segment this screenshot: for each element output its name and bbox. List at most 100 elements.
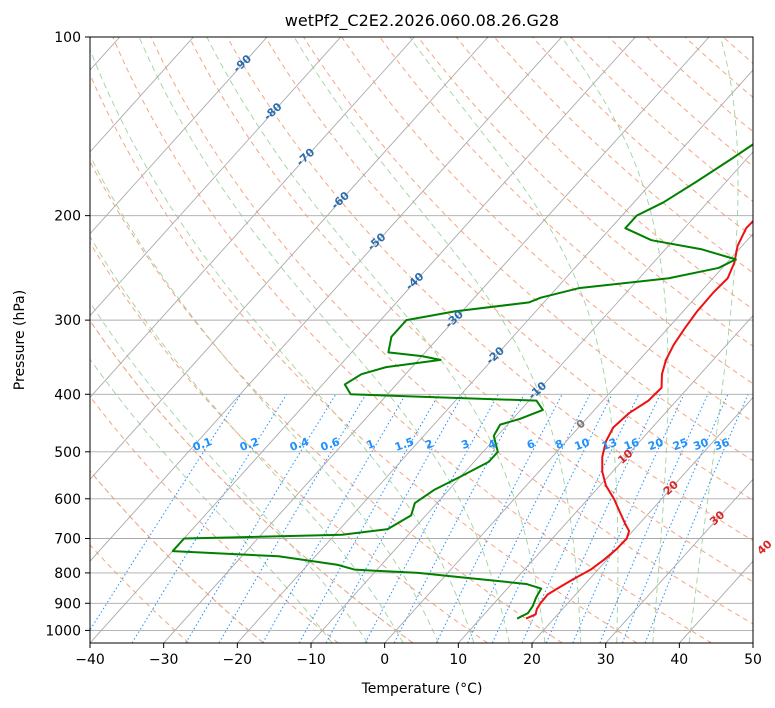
dry-adiabat-line xyxy=(417,37,753,347)
moist-adiabat-line xyxy=(206,37,546,643)
moist-adiabat-line xyxy=(409,37,619,643)
moist-adiabat-line xyxy=(138,37,510,643)
mixing-ratio-line xyxy=(644,394,749,643)
chart-title: wetPf2_C2E2.2026.060.08.26.G28 xyxy=(285,11,559,31)
mixing-ratio-line xyxy=(364,394,499,643)
y-tick-label: 300 xyxy=(54,313,81,329)
y-tick-label: 1000 xyxy=(45,623,81,639)
isotherm-line xyxy=(531,396,753,643)
x-tick-label: −40 xyxy=(75,652,105,668)
mixing-ratio-label: 0.2 xyxy=(238,435,261,454)
isotherm-line xyxy=(90,37,563,562)
isotherm-line xyxy=(90,37,268,235)
x-tick-label: 50 xyxy=(744,652,762,668)
mixing-ratio-label: 6 xyxy=(525,437,537,452)
dry-adiabat-line xyxy=(646,37,753,133)
isotherm-line xyxy=(310,151,753,643)
x-tick-label: 30 xyxy=(597,652,615,668)
mixing-ratio-line xyxy=(491,394,613,643)
moist-adiabat-line xyxy=(90,358,333,643)
temperature-profile-line xyxy=(525,219,753,620)
isotherm-line xyxy=(605,478,753,643)
isotherm-line xyxy=(90,37,489,480)
dry-adiabat-line xyxy=(90,470,264,643)
mixing-ratio-label: 0.6 xyxy=(319,435,342,454)
isotherm-line xyxy=(90,37,636,643)
mixing-ratio-label: 36 xyxy=(712,436,731,454)
mixing-ratio-label: 20 xyxy=(646,436,665,454)
moist-adiabat-line xyxy=(561,37,669,643)
y-tick-label: 700 xyxy=(54,532,81,548)
dry-adiabat-line xyxy=(379,37,753,385)
mixing-ratio-line xyxy=(572,394,685,643)
mixing-ratio-label: 0.1 xyxy=(191,435,214,454)
dry-adiabat-line xyxy=(303,37,753,462)
mixing-ratio-label: 8 xyxy=(554,437,566,452)
mixing-ratio-label: 3 xyxy=(460,437,472,452)
mixing-ratio-line xyxy=(521,394,640,643)
mixing-ratio-line xyxy=(262,394,407,643)
mixing-ratio-line xyxy=(325,394,464,643)
x-tick-label: −10 xyxy=(296,652,326,668)
moist-adiabat-line xyxy=(90,154,439,643)
dry-adiabat-line xyxy=(532,37,753,238)
mixing-ratio-label: 2 xyxy=(423,437,435,452)
mixing-ratio-label: 25 xyxy=(671,436,690,453)
y-tick-label: 500 xyxy=(54,445,81,461)
isotherm-line xyxy=(90,37,342,317)
y-tick-label: 600 xyxy=(54,492,81,508)
moist-adiabat-line xyxy=(90,301,369,643)
dry-adiabat-line xyxy=(112,37,712,643)
mixing-ratio-line xyxy=(218,394,367,643)
y-tick-label: 200 xyxy=(54,209,81,225)
isotherm-line xyxy=(90,37,194,153)
mixing-ratio-label: 0.4 xyxy=(288,435,311,454)
mixing-ratio-label: 13 xyxy=(600,436,619,453)
mixing-ratio-line xyxy=(90,394,242,631)
dry-adiabat-line xyxy=(226,37,753,542)
mixing-ratio-line xyxy=(393,394,525,643)
isotherm-line xyxy=(163,37,710,643)
mixing-ratio-line xyxy=(131,394,288,643)
x-tick-label: 10 xyxy=(449,652,467,668)
mixing-ratio-line xyxy=(545,394,661,643)
dry-adiabat-line xyxy=(150,37,753,625)
dry-adiabat-line xyxy=(455,37,753,310)
dry-adiabat-line xyxy=(90,544,190,643)
x-tick-label: −20 xyxy=(223,652,253,668)
dry-adiabat-line xyxy=(90,241,488,643)
mixing-ratio-line xyxy=(435,394,563,643)
x-tick-label: 40 xyxy=(670,652,688,668)
moist-adiabat-line xyxy=(90,48,475,643)
mixing-ratio-line xyxy=(599,394,709,643)
mixing-ratio-label: 1.5 xyxy=(393,435,416,454)
plot-frame xyxy=(89,36,754,644)
x-tick-label: −30 xyxy=(149,652,179,668)
dry-adiabat-line xyxy=(608,37,753,167)
mixing-ratio-line xyxy=(298,394,440,643)
moist-adiabat-line xyxy=(688,37,739,643)
dry-adiabat-line xyxy=(493,37,753,274)
x-axis-label: Temperature (°C) xyxy=(361,681,483,697)
mixing-ratio-label: 16 xyxy=(622,436,641,454)
reference-adiabat-line xyxy=(90,470,264,643)
dry-adiabat-line xyxy=(90,160,563,643)
mixing-ratio-line xyxy=(185,394,337,643)
isotherm-line xyxy=(384,233,753,643)
moist-adiabat-line xyxy=(90,235,404,643)
moist-adiabat-line xyxy=(293,37,582,643)
dry-adiabat-line xyxy=(90,395,339,643)
mixing-ratio-label: 1 xyxy=(365,437,377,452)
isotherm-line xyxy=(90,37,415,399)
y-tick-label: 100 xyxy=(54,30,81,46)
y-tick-label: 900 xyxy=(54,596,81,612)
mixing-ratio-label: 10 xyxy=(573,436,592,454)
dry-adiabat-line xyxy=(90,73,638,643)
x-tick-label: 20 xyxy=(523,652,541,668)
dewpoint-profile-line xyxy=(171,143,753,620)
y-axis-label: Pressure (hPa) xyxy=(12,290,28,390)
dry-adiabat-label: 40 xyxy=(755,537,775,557)
y-tick-label: 800 xyxy=(54,566,81,582)
